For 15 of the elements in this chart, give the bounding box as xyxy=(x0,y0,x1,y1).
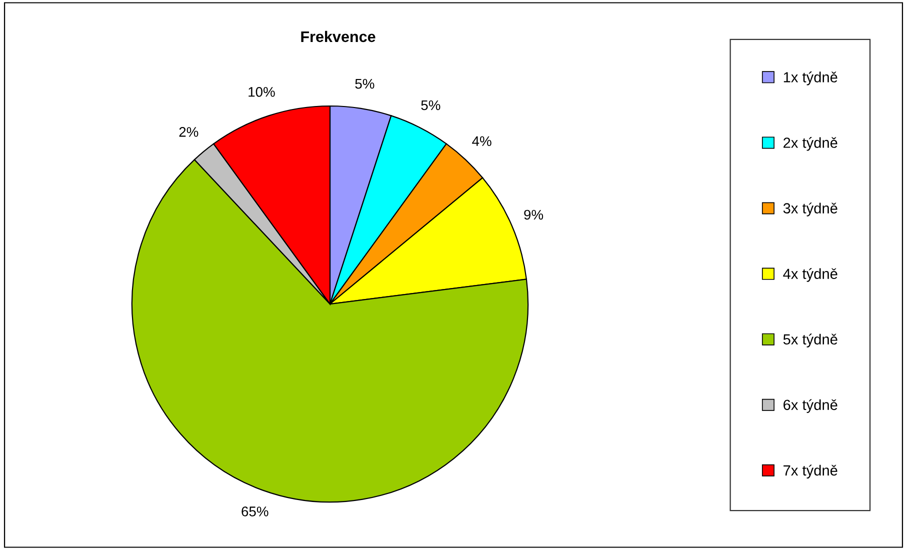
legend-label: 3x týdně xyxy=(783,202,838,216)
data-label: 10% xyxy=(248,86,275,97)
chart-title: Frekvence xyxy=(301,30,376,42)
data-label: 2% xyxy=(179,127,198,137)
legend-label: 6x týdně xyxy=(784,399,838,413)
data-label: 65% xyxy=(242,506,268,516)
legend-label: 5x týdně xyxy=(783,334,838,348)
data-label: 9% xyxy=(524,210,544,220)
legend-label: 2x týdně xyxy=(784,137,838,151)
legend-label: 4x týdně xyxy=(783,268,838,282)
data-label: 5% xyxy=(355,78,374,89)
legend-label: 1x týdně xyxy=(784,72,838,86)
data-label: 4% xyxy=(472,136,492,146)
data-label: 5% xyxy=(421,100,440,110)
legend-label: 7x týdně xyxy=(784,464,838,478)
